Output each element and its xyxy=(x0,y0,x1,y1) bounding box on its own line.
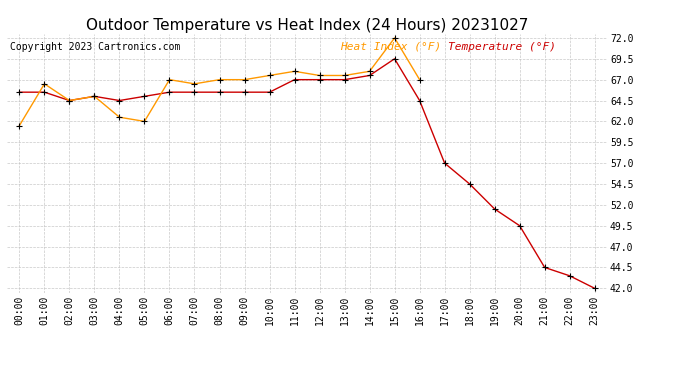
Text: Temperature (°F): Temperature (°F) xyxy=(448,42,556,51)
Text: Copyright 2023 Cartronics.com: Copyright 2023 Cartronics.com xyxy=(10,42,180,51)
Text: Heat Index (°F): Heat Index (°F) xyxy=(340,42,442,51)
Title: Outdoor Temperature vs Heat Index (24 Hours) 20231027: Outdoor Temperature vs Heat Index (24 Ho… xyxy=(86,18,529,33)
